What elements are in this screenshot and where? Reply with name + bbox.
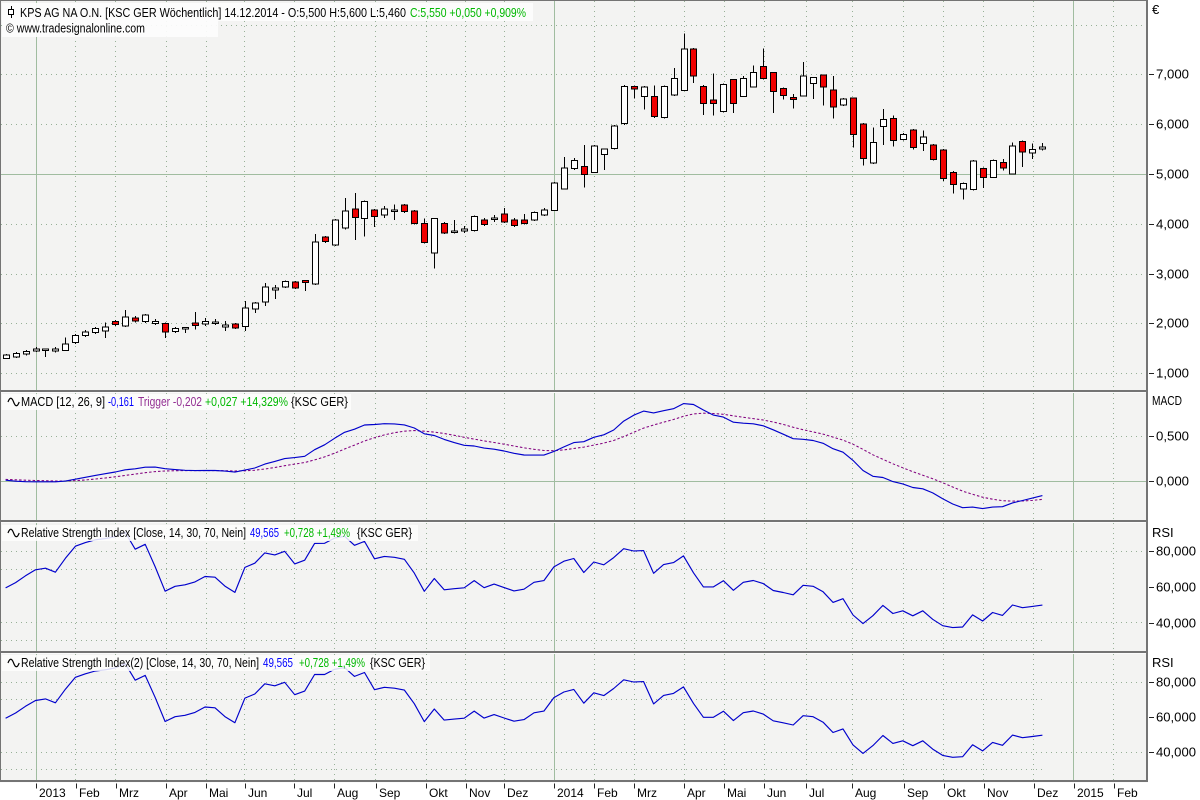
svg-text:{KSC GER}: {KSC GER} <box>370 655 426 670</box>
svg-text:Mai: Mai <box>209 786 228 800</box>
svg-text:-0,161: -0,161 <box>108 394 134 409</box>
svg-text:Okt: Okt <box>947 786 966 800</box>
svg-text:{KSC GER}: {KSC GER} <box>357 525 413 540</box>
svg-text:49,565: 49,565 <box>263 655 293 670</box>
svg-text:Feb: Feb <box>597 786 618 800</box>
svg-text:Apr: Apr <box>169 786 188 800</box>
svg-text:{KSC GER}: {KSC GER} <box>291 394 349 409</box>
svg-text:40,000: 40,000 <box>1156 616 1196 631</box>
svg-text:Jul: Jul <box>297 786 312 800</box>
svg-text:6,000: 6,000 <box>1156 117 1189 132</box>
svg-text:0,500: 0,500 <box>1156 429 1189 444</box>
svg-text:Aug: Aug <box>337 786 358 800</box>
svg-text:+0,728 +1,49%: +0,728 +1,49% <box>284 525 350 540</box>
svg-text:Sep: Sep <box>907 786 929 800</box>
svg-text:Relative Strength Index [Close: Relative Strength Index [Close, 14, 30, … <box>21 525 246 540</box>
svg-text:0,000: 0,000 <box>1156 474 1189 489</box>
svg-text:5,000: 5,000 <box>1156 167 1189 182</box>
svg-text:Okt: Okt <box>429 786 448 800</box>
svg-text:2,000: 2,000 <box>1156 316 1189 331</box>
svg-text:Mrz: Mrz <box>119 786 139 800</box>
svg-text:Trigger -0,202: Trigger -0,202 <box>138 394 202 409</box>
svg-text:+0,027 +14,329%: +0,027 +14,329% <box>205 394 288 409</box>
svg-text:2015: 2015 <box>1077 786 1104 800</box>
svg-text:+0,728 +1,49%: +0,728 +1,49% <box>299 655 365 670</box>
svg-text:Feb: Feb <box>79 786 100 800</box>
svg-text:Mai: Mai <box>727 786 746 800</box>
svg-text:Relative Strength Index(2) [Cl: Relative Strength Index(2) [Close, 14, 3… <box>21 655 259 670</box>
svg-text:40,000: 40,000 <box>1156 745 1196 760</box>
svg-text:4,000: 4,000 <box>1156 217 1189 232</box>
svg-text:1,000: 1,000 <box>1156 366 1189 381</box>
svg-text:7,000: 7,000 <box>1156 67 1189 82</box>
svg-text:80,000: 80,000 <box>1156 675 1196 690</box>
svg-text:€: € <box>1152 2 1160 17</box>
svg-text:2013: 2013 <box>39 786 66 800</box>
svg-text:Sep: Sep <box>379 786 401 800</box>
svg-text:Jun: Jun <box>248 786 267 800</box>
svg-text:Jul: Jul <box>809 786 824 800</box>
svg-text:MACD [12, 26, 9]: MACD [12, 26, 9] <box>21 394 105 409</box>
svg-text:60,000: 60,000 <box>1156 710 1196 725</box>
svg-text:49,565: 49,565 <box>250 525 279 540</box>
svg-text:2014: 2014 <box>557 786 584 800</box>
svg-text:Apr: Apr <box>687 786 706 800</box>
svg-text:RSI: RSI <box>1152 655 1174 670</box>
svg-text:Dez: Dez <box>507 786 528 800</box>
svg-text:Feb: Feb <box>1117 786 1138 800</box>
svg-text:KPS AG NA O.N. [KSC GER Wöche: KPS AG NA O.N. [KSC GER Wöchentlich] 14.… <box>20 5 406 20</box>
svg-text:3,000: 3,000 <box>1156 267 1189 282</box>
svg-text:RSI: RSI <box>1152 525 1174 540</box>
svg-text:Nov: Nov <box>987 786 1008 800</box>
svg-text:MACD: MACD <box>1152 393 1182 408</box>
svg-text:C:5,550 +0,050 +0,909%: C:5,550 +0,050 +0,909% <box>410 5 526 20</box>
svg-text:Nov: Nov <box>469 786 490 800</box>
svg-text:© www.tradesignalonline.com: © www.tradesignalonline.com <box>6 21 145 36</box>
svg-text:80,000: 80,000 <box>1156 544 1196 559</box>
svg-text:Aug: Aug <box>855 786 876 800</box>
svg-text:Mrz: Mrz <box>637 786 657 800</box>
svg-text:Jun: Jun <box>767 786 786 800</box>
svg-text:Dez: Dez <box>1037 786 1058 800</box>
svg-text:60,000: 60,000 <box>1156 580 1196 595</box>
